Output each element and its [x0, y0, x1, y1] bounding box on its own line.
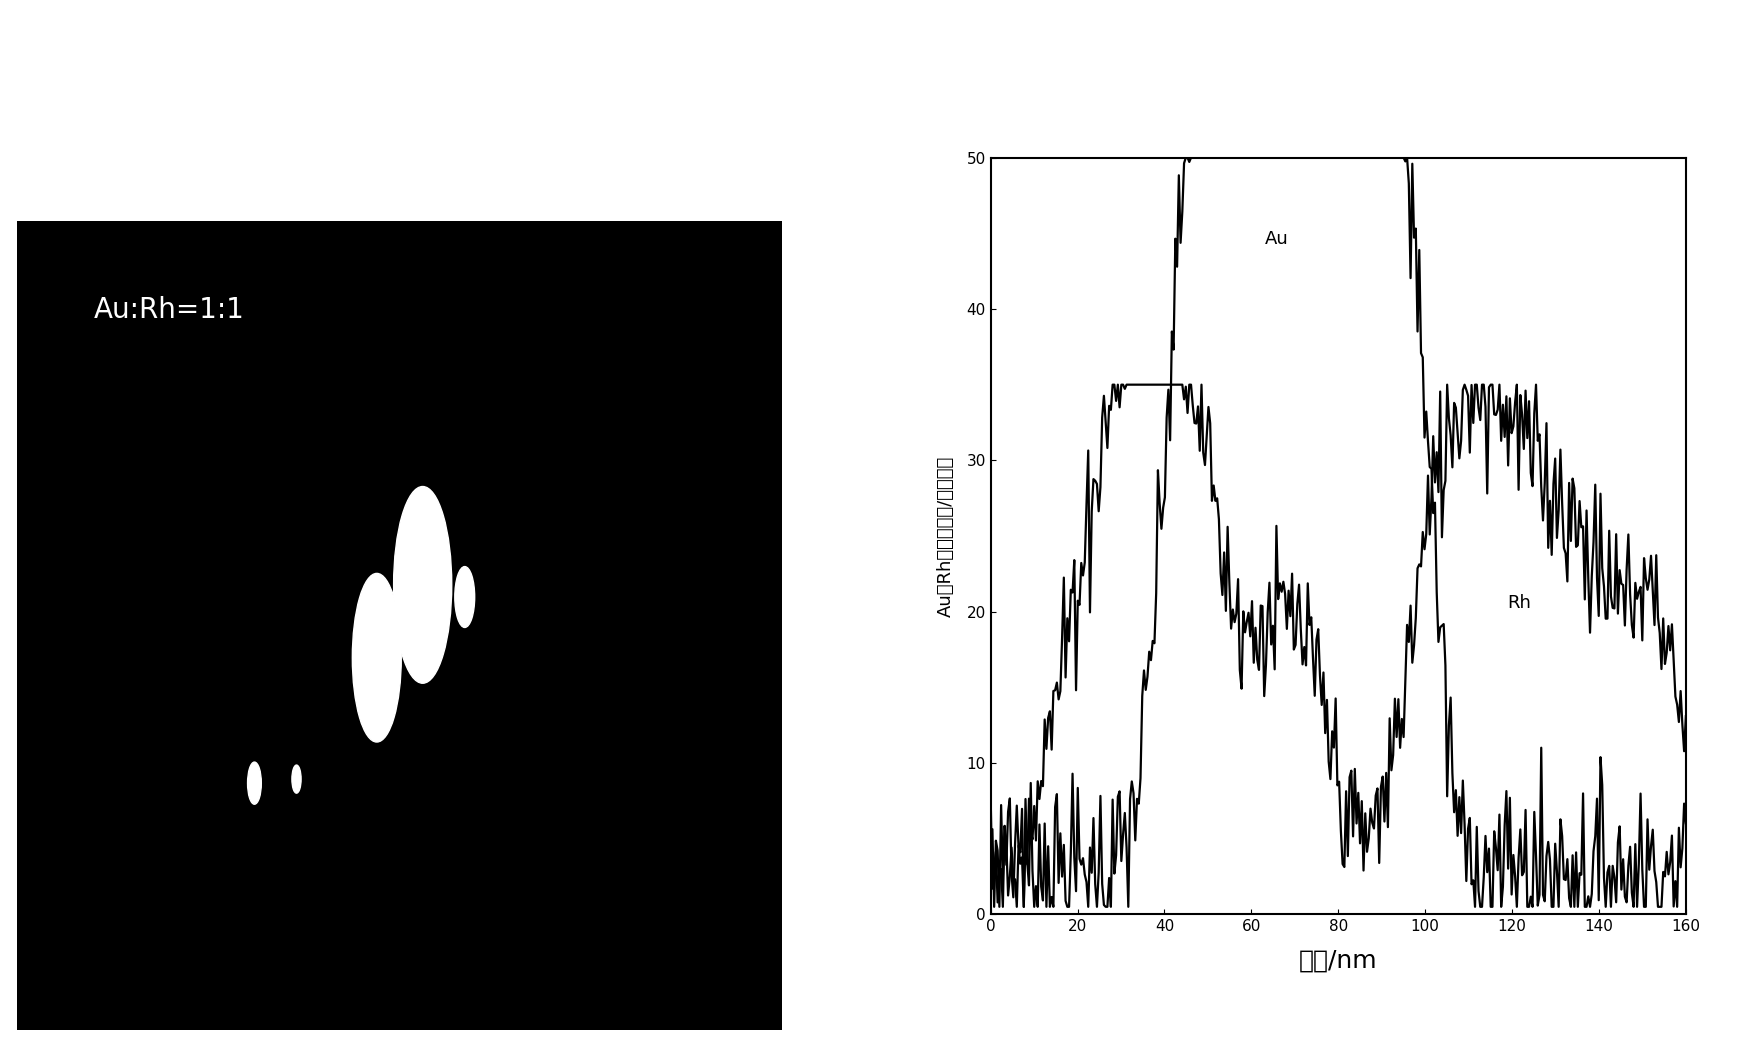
Ellipse shape [455, 566, 474, 627]
Ellipse shape [292, 765, 301, 794]
Y-axis label: Au和Rh的成分分布/原子单位: Au和Rh的成分分布/原子单位 [937, 455, 956, 617]
X-axis label: 位置/nm: 位置/nm [1298, 948, 1378, 972]
Text: Au:Rh=1:1: Au:Rh=1:1 [94, 295, 245, 324]
Text: Rh: Rh [1507, 594, 1531, 612]
Ellipse shape [393, 487, 452, 683]
Text: Au: Au [1265, 230, 1288, 248]
Ellipse shape [247, 762, 261, 804]
Ellipse shape [353, 574, 401, 742]
